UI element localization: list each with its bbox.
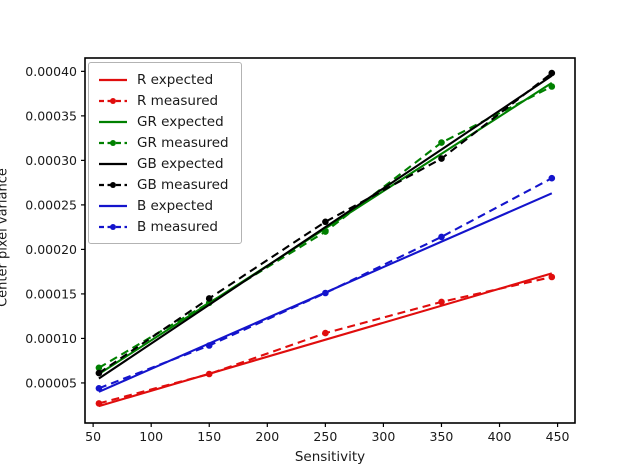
data-point-marker [548,273,556,281]
legend-label: GB expected [137,155,224,172]
legend-label: GR measured [137,134,229,151]
x-tick-label: 450 [546,429,570,444]
x-tick-label: 150 [197,429,221,444]
legend-item: R measured [98,90,229,111]
legend-label: R expected [137,71,214,88]
legend-label: R measured [137,92,219,109]
legend-line-swatch [99,139,127,146]
data-point-marker [438,298,445,306]
plot-border [84,57,576,424]
legend-line-swatch [99,204,127,207]
legend-item: GR measured [98,132,229,153]
y-axis-title: Center pixel variance [0,168,11,307]
legend: R expected R measured GR expected GR measur… [88,62,242,244]
y-tick-label: 0.00025 [25,197,77,212]
legend-label: GB measured [137,176,229,193]
y-tick-label: 0.00020 [25,242,77,257]
series-line-R-expected [98,272,553,408]
y-tick-label: 0.00015 [25,286,77,301]
legend-line-swatch [99,120,127,123]
data-point-marker [322,218,329,226]
data-point-marker [322,228,329,235]
series-line-GB-expected [98,74,553,380]
legend-line-swatch [99,223,127,230]
data-point-marker [95,400,103,407]
data-point-marker [95,369,103,377]
legend-line-swatch [99,181,127,188]
data-point-marker [205,295,213,302]
legend-item: B expected [98,195,229,216]
legend-label: GR expected [137,113,224,130]
legend-item: GR expected [98,111,229,132]
data-point-marker [322,289,329,297]
data-point-marker [95,364,103,372]
y-tick-label: 0.00005 [25,375,77,390]
data-point-marker [438,233,445,241]
x-tick-label: 300 [371,429,395,444]
data-point-marker [438,139,445,146]
x-tick-label: 200 [255,429,279,444]
legend-item: GB measured [98,174,229,195]
y-tick-label: 0.00040 [25,64,77,79]
data-point-marker [95,385,103,392]
legend-item: B measured [98,216,229,237]
x-tick-label: 100 [139,429,163,444]
legend-label: B expected [137,197,214,214]
x-tick-label: 400 [488,429,512,444]
data-point-marker [548,69,556,77]
y-tick-label: 0.00030 [25,153,77,168]
y-tick-label: 0.00035 [25,108,77,123]
y-tick-label: 0.00010 [25,331,77,346]
data-point-marker [205,342,213,349]
x-tick-label: 250 [313,429,337,444]
data-point-marker [322,329,329,337]
data-point-marker [548,83,556,90]
legend-label: B measured [137,218,218,235]
legend-line-swatch [99,97,127,104]
x-axis-title: Sensitivity [294,449,366,465]
data-point-marker [438,155,445,162]
data-point-marker [548,174,556,182]
x-tick-label: 50 [85,429,101,444]
legend-item: R expected [98,69,229,90]
legend-line-swatch [99,162,127,165]
data-point-marker [205,370,213,378]
series-line-B-measured [98,177,553,390]
legend-line-swatch [99,78,127,81]
x-tick-label: 350 [430,429,454,444]
legend-item: GB expected [98,153,229,174]
